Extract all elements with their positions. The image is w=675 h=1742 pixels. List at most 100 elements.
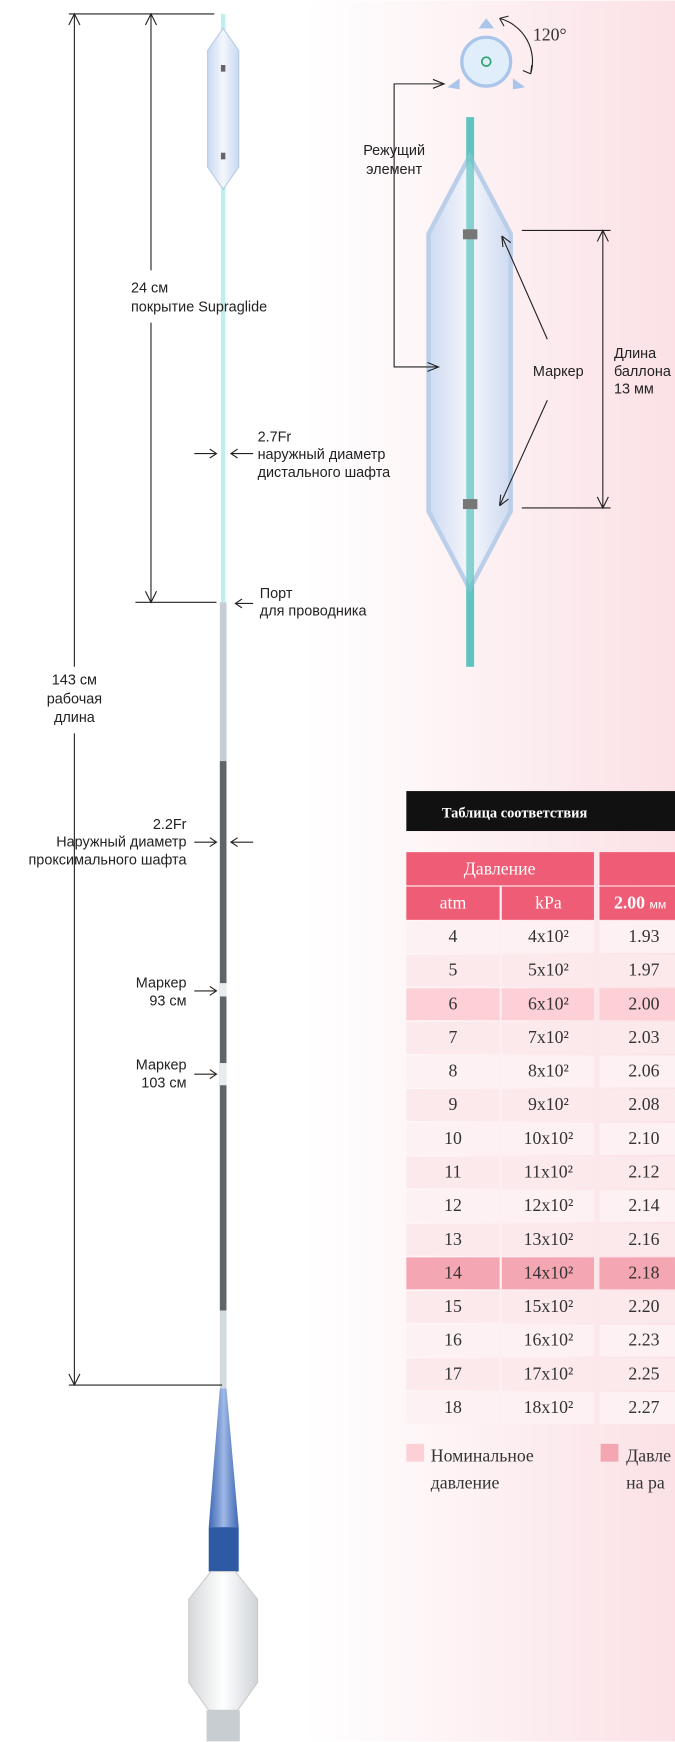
table-cell: [406, 954, 500, 987]
catheter: [188, 13, 259, 1742]
cell-text: 5: [449, 960, 458, 980]
cell-text: 6: [449, 993, 458, 1013]
cell-text: 2.25: [628, 1363, 659, 1383]
cell-text: 13x10²: [524, 1229, 574, 1249]
table-cell: [599, 1190, 675, 1223]
cell-text: 2.23: [628, 1330, 659, 1350]
table-cell: [501, 920, 594, 953]
cell-text: 12x10²: [524, 1195, 574, 1215]
header: atm: [440, 893, 467, 913]
label: Маркер: [533, 364, 584, 380]
table-cell: [501, 1257, 594, 1290]
table-cell: [406, 1089, 500, 1122]
header: kPa: [535, 893, 562, 913]
cell-text: 15x10²: [524, 1296, 574, 1316]
table-cell: [406, 1358, 500, 1391]
header: Давление: [464, 858, 536, 878]
table-cell: [501, 1324, 594, 1357]
label: покрытие Supraglide: [131, 299, 267, 315]
cell-text: 2.27: [628, 1397, 659, 1417]
table-cell: [599, 988, 675, 1021]
cell-text: 2.20: [628, 1296, 659, 1316]
label: наружный диаметр: [258, 447, 386, 463]
table-cell: [406, 1324, 500, 1357]
dimension-lines: [68, 12, 254, 1387]
balloon-detail: 120° Режущий элемент Маркер Длина баллон…: [363, 15, 672, 667]
label: для проводника: [260, 604, 368, 620]
cell-text: 5x10²: [528, 960, 569, 980]
table-cell: [501, 1290, 594, 1323]
cell-text: 7x10²: [528, 1027, 569, 1047]
label: дистального шафта: [258, 465, 392, 481]
catheter-labels: 143 см рабочая длина 24 см покрытие Supr…: [28, 281, 391, 1092]
label: Маркер: [136, 976, 187, 992]
cell-text: 2.18: [628, 1262, 659, 1282]
header: 2.00: [614, 893, 645, 913]
table-cell: [501, 1021, 594, 1054]
label: Наружный диаметр: [56, 835, 186, 851]
cell-text: 4: [449, 926, 458, 946]
table-cell: [599, 1122, 675, 1155]
table-cell: [501, 1055, 594, 1088]
cell-text: 2.10: [628, 1128, 659, 1148]
label: рабочая: [47, 691, 102, 707]
table-cell: [406, 1391, 500, 1424]
label: длина: [54, 710, 96, 726]
cell-text: 9: [449, 1094, 458, 1114]
cell-text: 15: [444, 1296, 462, 1316]
cell-text: 12: [444, 1195, 462, 1215]
table-cell: [406, 1190, 500, 1223]
table-cell: [406, 1257, 500, 1290]
table-cell: [501, 954, 594, 987]
table-cell: [501, 1122, 594, 1155]
table-cell: [501, 1391, 594, 1424]
legend-text: Номинальное: [431, 1446, 534, 1466]
table-cell: [599, 1324, 675, 1357]
table-cell: [599, 1223, 675, 1256]
table-cell: [501, 1190, 594, 1223]
label: 24 см: [131, 281, 168, 297]
table-cell: [501, 988, 594, 1021]
legend-text: давление: [431, 1472, 500, 1492]
table-cell: [501, 1358, 594, 1391]
table-cell: [406, 1055, 500, 1088]
table-cell: [406, 1290, 500, 1323]
label: проксимального шафта: [28, 852, 187, 868]
cell-text: 1.93: [628, 926, 659, 946]
cell-text: 8: [449, 1061, 458, 1081]
cell-text: 2.08: [628, 1094, 659, 1114]
cell-text: 2.03: [628, 1027, 659, 1047]
table-cell: [599, 1156, 675, 1189]
table-cell: [406, 920, 500, 953]
cell-text: 11x10²: [524, 1162, 573, 1182]
table-cell: [599, 1358, 675, 1391]
cell-text: 18: [444, 1397, 462, 1417]
table-title: Таблица соответствия: [442, 806, 588, 822]
cell-text: 2.06: [628, 1061, 659, 1081]
cell-text: 16x10²: [524, 1330, 574, 1350]
cell-text: 9x10²: [528, 1094, 569, 1114]
table-cell: [406, 1223, 500, 1256]
label: баллона: [614, 364, 672, 380]
cell-text: 7: [449, 1027, 458, 1047]
table-cell: [599, 1055, 675, 1088]
header-unit: мм: [649, 898, 666, 912]
table-cell: [501, 1223, 594, 1256]
cell-text: 2.16: [628, 1229, 659, 1249]
label: Порт: [260, 586, 293, 602]
cell-text: 18x10²: [524, 1397, 574, 1417]
label: Режущий: [363, 143, 425, 159]
label: 2.2Fr: [153, 817, 187, 833]
cell-text: 14: [444, 1262, 462, 1282]
cell-text: 1.97: [628, 960, 659, 980]
table-cell: [599, 954, 675, 987]
cell-text: 10: [444, 1128, 462, 1148]
table-cell: [599, 1391, 675, 1424]
label: 13 мм: [614, 382, 654, 398]
cell-text: 2.14: [628, 1195, 659, 1215]
table-cell: [406, 1122, 500, 1155]
legend: Номинальное давление Давле на ра: [406, 1443, 671, 1492]
table-cell: [599, 1290, 675, 1323]
